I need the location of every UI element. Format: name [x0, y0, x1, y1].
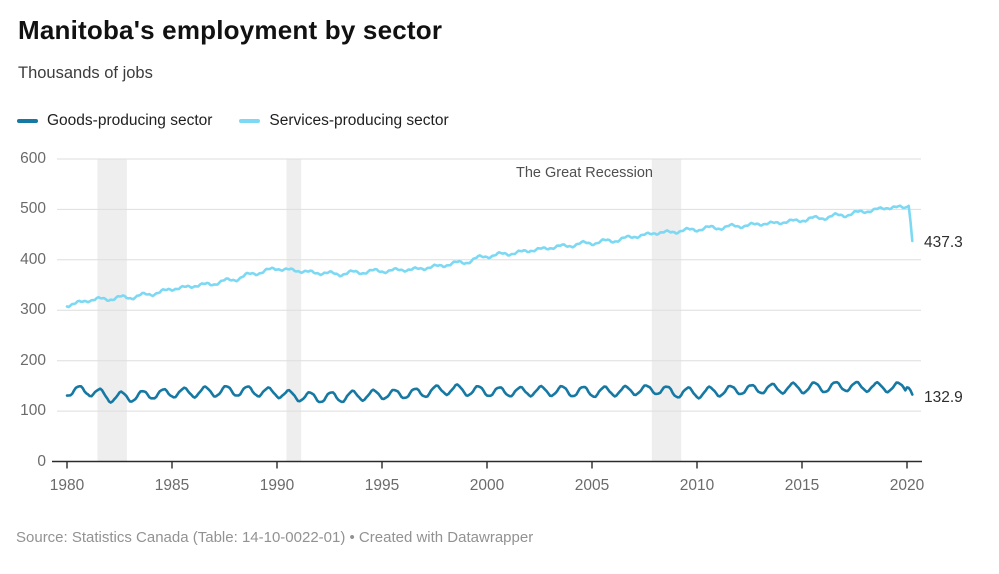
y-axis-label-600: 600 — [20, 150, 46, 167]
x-axis-label-2000: 2000 — [469, 477, 505, 494]
legend-item-goods: Goods-producing sector — [17, 112, 212, 130]
chart-title: Manitoba's employment by sector — [18, 15, 443, 45]
x-axis-label-1995: 1995 — [364, 477, 400, 494]
legend-label-goods: Goods-producing sector — [47, 112, 213, 129]
series-line-services — [65, 204, 914, 309]
source-line: Source: Statistics Canada (Table: 14-10-… — [16, 529, 534, 546]
x-axis-label-2005: 2005 — [574, 477, 610, 494]
legend-label-services: Services-producing sector — [269, 112, 449, 129]
x-axis-label-1980: 1980 — [49, 477, 85, 494]
y-axis-label-0: 0 — [37, 452, 46, 470]
y-axis-label-500: 500 — [20, 200, 46, 218]
legend-swatch-goods — [17, 119, 38, 123]
y-axis-label-300: 300 — [20, 301, 46, 319]
end-label-goods: 132.9 — [924, 389, 963, 406]
end-label-services: 437.3 — [924, 234, 963, 251]
y-axis-label-400: 400 — [20, 250, 46, 268]
y-axis-label-200: 200 — [20, 351, 46, 369]
legend: Goods-producing sector Services-producing… — [17, 112, 449, 130]
x-axis-label-2010: 2010 — [679, 477, 715, 494]
chart-subtitle: Thousands of jobs — [18, 64, 153, 82]
x-axis-label-2015: 2015 — [784, 477, 820, 494]
series-line-goods — [65, 380, 914, 404]
annotation-great-recession: The Great Recession — [515, 165, 653, 181]
x-axis-label-1990: 1990 — [259, 477, 295, 494]
y-axis-label-100: 100 — [20, 402, 46, 420]
legend-item-services: Services-producing sector — [239, 112, 449, 130]
x-axis-label-1985: 1985 — [154, 477, 190, 494]
x-axis-label-2020: 2020 — [889, 477, 925, 494]
legend-swatch-services — [239, 119, 261, 123]
